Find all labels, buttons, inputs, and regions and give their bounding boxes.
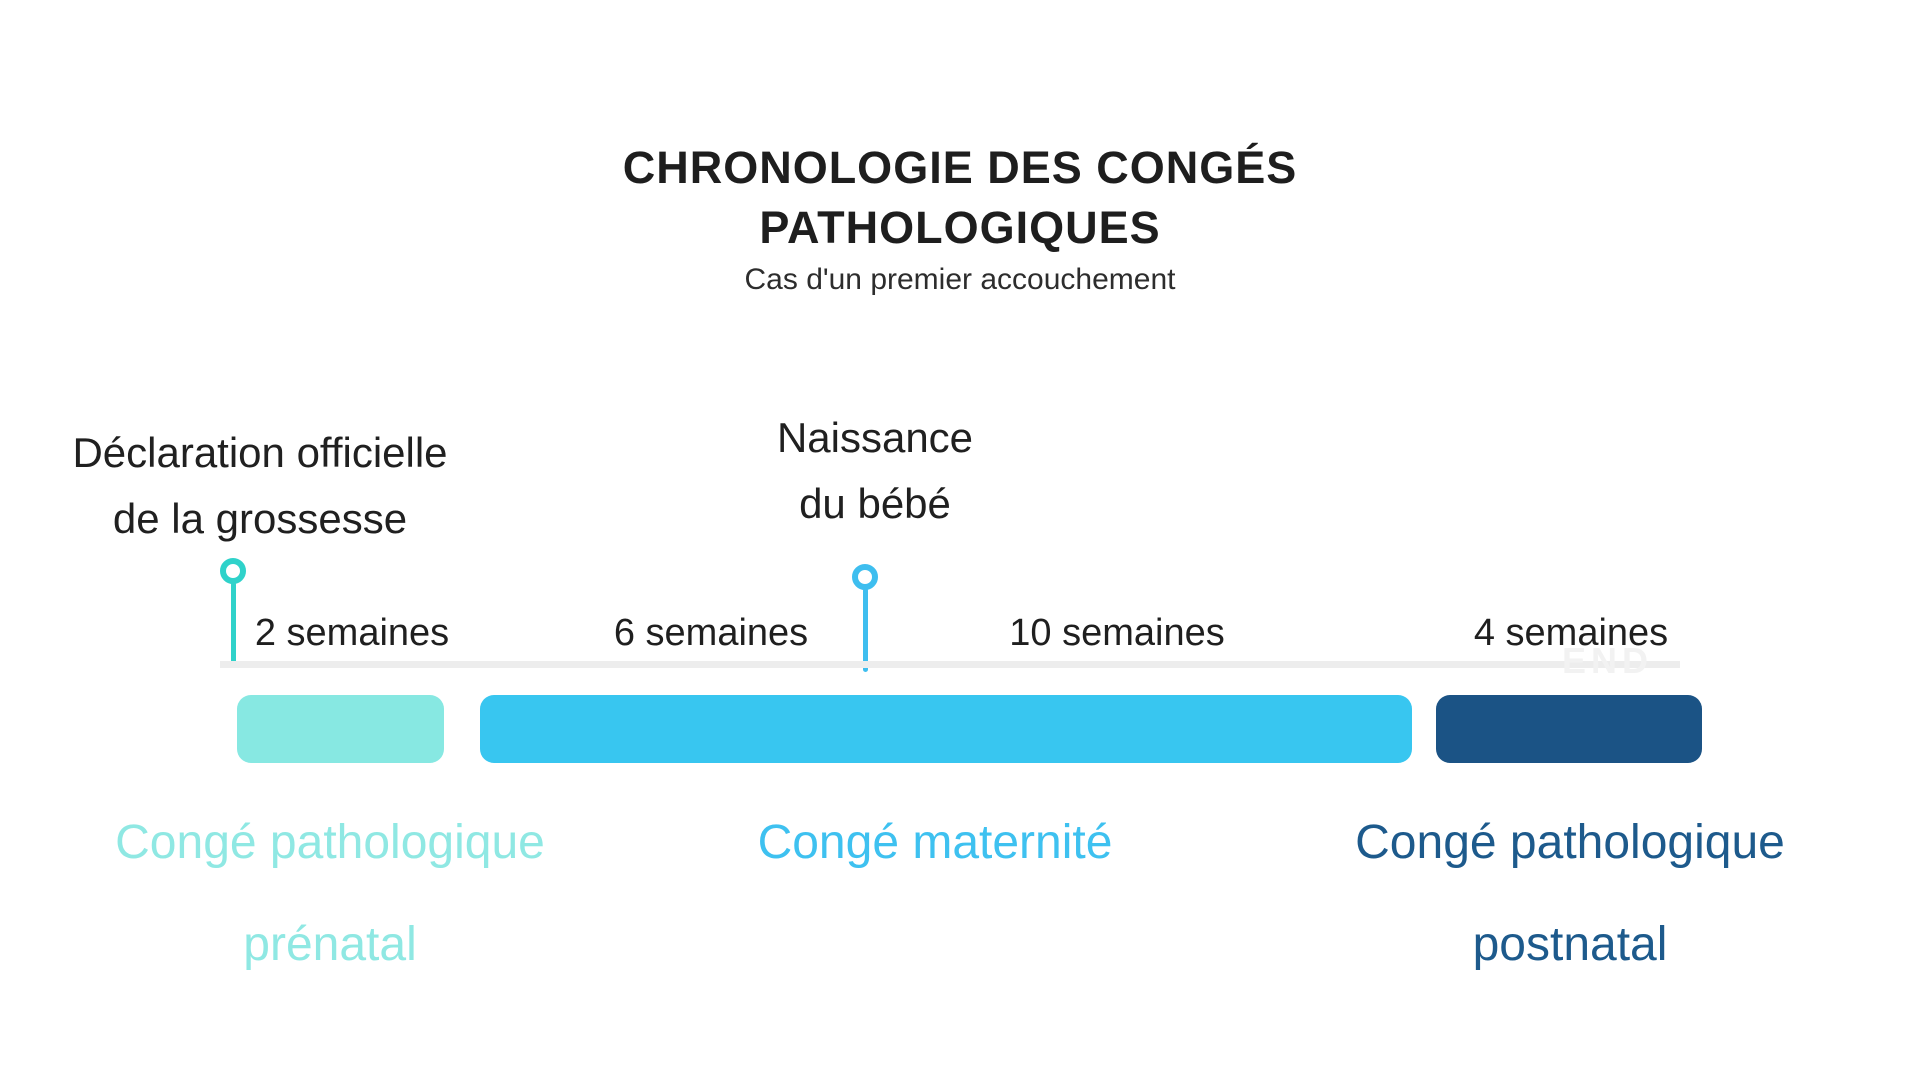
legend-postnatal-line1: Congé pathologique [1355,816,1785,869]
legend-conge-maternite: Congé maternité [660,792,1210,894]
annotation-naissance: Naissance du bébé [690,405,1060,537]
legend-maternite-line1: Congé maternité [757,816,1113,869]
pin-circle-icon [220,558,246,584]
page-title: CHRONOLOGIE DES CONGÉS PATHOLOGIQUES [0,138,1920,258]
duration-label-10-semaines: 10 semaines [1009,612,1225,654]
page-title-line1: CHRONOLOGIE DES CONGÉS [622,142,1298,193]
duration-label-4-semaines: 4 semaines [1473,612,1669,654]
annotation-declaration: Déclaration officielle de la grossesse [35,420,485,552]
legend-prenatal-line2: prénatal [243,918,417,971]
annotation-naissance-line1: Naissance [776,414,974,461]
page-title-line2: PATHOLOGIQUES [759,202,1161,253]
timeline-end-watermark: END [1562,640,1654,681]
legend-postnatal-line2: postnatal [1472,918,1668,971]
annotation-declaration-line2: de la grossesse [112,495,408,542]
annotation-declaration-line1: Déclaration officielle [72,429,448,476]
bar-conge-pathologique-prenatal [237,695,444,763]
annotation-naissance-line2: du bébé [799,480,951,527]
duration-label-2-semaines: 2 semaines [254,612,450,654]
page-subtitle: Cas d'un premier accouchement [744,263,1176,296]
legend-prenatal-line1: Congé pathologique [115,816,545,869]
pin-stem [231,582,236,668]
timeline-baseline [220,661,1680,668]
pin-circle-icon [852,564,878,590]
legend-conge-pathologique-postnatal: Congé pathologique postnatal [1280,792,1860,996]
bar-conge-pathologique-postnatal [1436,695,1702,763]
duration-label-6-semaines: 6 semaines [613,612,809,654]
pin-stem [863,588,868,672]
bar-conge-maternite [480,695,1412,763]
legend-conge-pathologique-prenatal: Congé pathologique prénatal [40,792,620,996]
